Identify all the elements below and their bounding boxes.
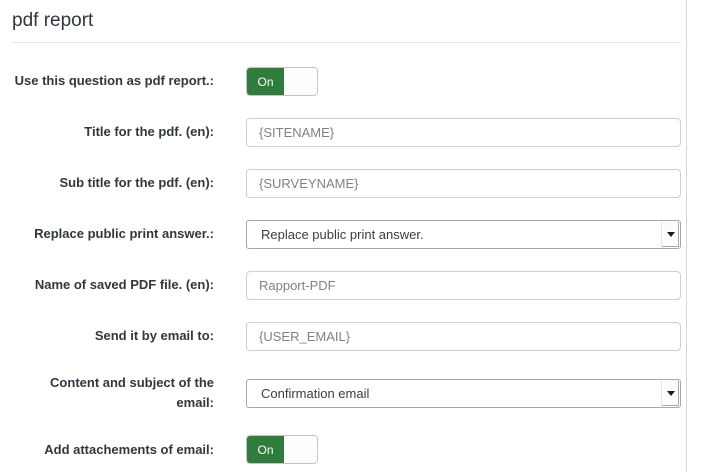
chevron-down-icon bbox=[666, 390, 675, 396]
pdf-title-input[interactable] bbox=[246, 118, 681, 147]
toggle-on-segment[interactable]: On bbox=[247, 68, 284, 95]
form-row: Send it by email to: bbox=[12, 322, 681, 351]
email-content-select[interactable]: Confirmation email bbox=[246, 378, 681, 408]
pdf-subtitle-input[interactable] bbox=[246, 169, 681, 198]
add-attachments-toggle[interactable]: On bbox=[246, 435, 318, 465]
form-row: Name of saved PDF file. (en): bbox=[12, 271, 681, 300]
select-value: Replace public print answer. bbox=[261, 227, 424, 242]
row-label: Content and subject of the email: bbox=[50, 375, 214, 411]
row-label: Name of saved PDF file. (en): bbox=[34, 277, 214, 293]
form-row: Content and subject of the email: Confir… bbox=[12, 373, 681, 413]
saved-pdf-filename-input[interactable] bbox=[246, 271, 681, 300]
page-title: pdf report bbox=[12, 8, 681, 43]
select-value: Confirmation email bbox=[261, 385, 370, 401]
send-email-to-input[interactable] bbox=[246, 322, 681, 351]
toggle-on-segment[interactable]: On bbox=[247, 436, 284, 464]
select-dropdown-button[interactable] bbox=[661, 380, 679, 406]
pdf-report-form: Use this question as pdf report.: On Tit… bbox=[12, 67, 681, 465]
row-label: Replace public print answer.: bbox=[34, 226, 214, 242]
row-label: Send it by email to: bbox=[94, 328, 214, 344]
form-row: Use this question as pdf report.: On bbox=[12, 67, 681, 96]
chevron-down-icon bbox=[666, 232, 675, 237]
form-row: Add attachements of email: On bbox=[12, 435, 681, 465]
form-row: Sub title for the pdf. (en): bbox=[12, 169, 681, 198]
form-row: Title for the pdf. (en): bbox=[12, 118, 681, 147]
toggle-off-segment[interactable] bbox=[284, 68, 317, 95]
settings-panel: pdf report Use this question as pdf repo… bbox=[12, 0, 687, 472]
form-row: Replace public print answer.: Replace pu… bbox=[12, 220, 681, 249]
toggle-off-segment[interactable] bbox=[284, 436, 317, 464]
row-label: Add attachements of email: bbox=[44, 441, 214, 457]
replace-public-print-select[interactable]: Replace public print answer. bbox=[246, 220, 681, 249]
use-pdf-report-toggle[interactable]: On bbox=[246, 67, 318, 96]
scrollbar-track[interactable] bbox=[687, 0, 703, 472]
select-dropdown-button[interactable] bbox=[661, 222, 679, 247]
row-label: Title for the pdf. (en): bbox=[84, 124, 214, 140]
row-label: Use this question as pdf report.: bbox=[14, 73, 214, 89]
row-label: Sub title for the pdf. (en): bbox=[59, 175, 214, 191]
